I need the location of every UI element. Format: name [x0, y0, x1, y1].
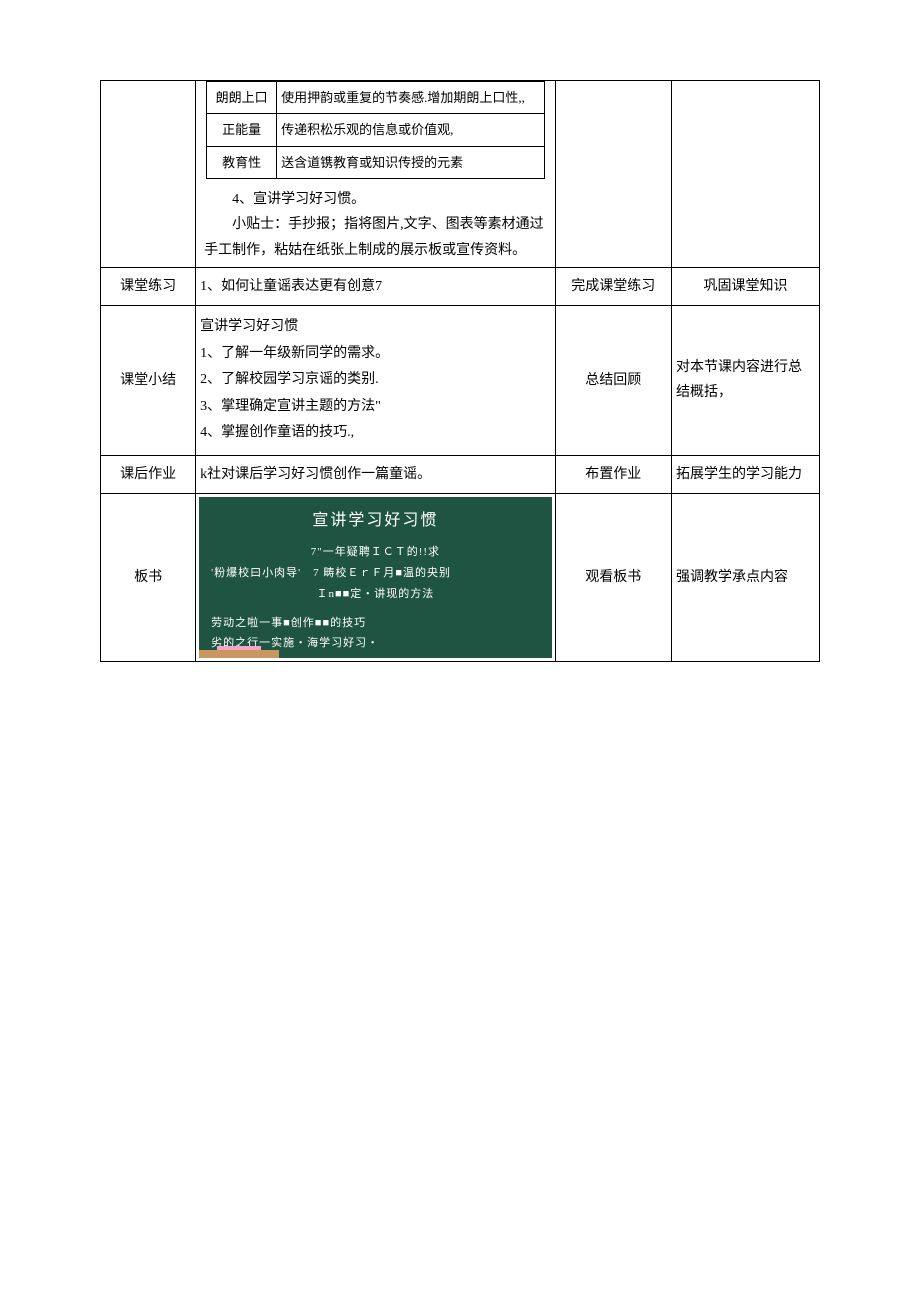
- chalkboard-title: 宣讲学习好习惯: [211, 507, 540, 536]
- summary-list: 宣讲学习好习惯 1、了解一年级新同学的需求。 2、了解校园学习京谣的类别. 3、…: [200, 312, 551, 449]
- row1-action-cell: [555, 81, 671, 268]
- inner-definitions-table: 朗朗上口 使用押韵或重复的节奏感.增加期朗上口性,, 正能量 传递积松乐观的信息…: [206, 81, 545, 179]
- table-row: 课堂小结 宣讲学习好习惯 1、了解一年级新同学的需求。 2、了解校园学习京谣的类…: [101, 305, 820, 455]
- inner-row: 朗朗上口 使用押韵或重复的节奏感.增加期朗上口性,,: [207, 82, 545, 114]
- row5-content: 宣讲学习好习惯 7"一年疑聘ＩＣＴ的!!求 '粉爆校曰小肉导' 7 畴校ＥｒＦ月…: [196, 494, 556, 662]
- inner-desc-cell: 传递积松乐观的信息或价值观,: [277, 114, 545, 146]
- row4-action: 布置作业: [555, 455, 671, 493]
- row3-action: 总结回顾: [555, 305, 671, 455]
- row3-label: 课堂小结: [101, 305, 196, 455]
- inner-row: 教育性 送含道镌教育或知识传授的元素: [207, 146, 545, 178]
- inner-label-cell: 朗朗上口: [207, 82, 277, 114]
- chalk-tray-icon: [199, 650, 279, 658]
- row3-content: 宣讲学习好习惯 1、了解一年级新同学的需求。 2、了解校园学习京谣的类别. 3、…: [196, 305, 556, 455]
- row1-content-cell: 朗朗上口 使用押韵或重复的节奏感.增加期朗上口性,, 正能量 传递积松乐观的信息…: [196, 81, 556, 268]
- row2-label: 课堂练习: [101, 267, 196, 305]
- table-row: 板书 宣讲学习好习惯 7"一年疑聘ＩＣＴ的!!求 '粉爆校曰小肉导' 7 畴校Ｅ…: [101, 494, 820, 662]
- chalkboard-line: Ｉn■■定・讲现的方法: [211, 584, 540, 605]
- summary-item: 2、了解校园学习京谣的类别.: [200, 367, 551, 394]
- row2-action: 完成课堂练习: [555, 267, 671, 305]
- summary-item: 4、掌握创作童语的技巧.,: [200, 420, 551, 447]
- row3-purpose: 对本节课内容进行总结概括，: [671, 305, 819, 455]
- row4-label: 课后作业: [101, 455, 196, 493]
- row5-purpose: 强调教学承点内容: [671, 494, 819, 662]
- tips-body: 小贴士：手抄报；指将图片,文字、图表等素材通过手工制作，粘姑在纸张上制成的展示板…: [204, 212, 547, 262]
- chalkboard-line: '粉爆校曰小肉导' 7 畴校ＥｒＦ月■温的央别: [211, 563, 540, 584]
- row5-action: 观看板书: [555, 494, 671, 662]
- inner-label-cell: 教育性: [207, 146, 277, 178]
- summary-heading: 宣讲学习好习惯: [200, 314, 551, 341]
- table-row: 课后作业 k社对课后学习好习惯创作一篇童谣。 布置作业 拓展学生的学习能力: [101, 455, 820, 493]
- row1-label-cell: [101, 81, 196, 268]
- inner-desc-cell: 送含道镌教育或知识传授的元素: [277, 146, 545, 178]
- inner-row: 正能量 传递积松乐观的信息或价值观,: [207, 114, 545, 146]
- inner-desc-cell: 使用押韵或重复的节奏感.增加期朗上口性,,: [277, 82, 545, 114]
- summary-item: 1、了解一年级新同学的需求。: [200, 341, 551, 368]
- row5-label: 板书: [101, 494, 196, 662]
- chalkboard: 宣讲学习好习惯 7"一年疑聘ＩＣＴ的!!求 '粉爆校曰小肉导' 7 畴校ＥｒＦ月…: [199, 497, 552, 658]
- row4-purpose: 拓展学生的学习能力: [671, 455, 819, 493]
- table-row: 朗朗上口 使用押韵或重复的节奏感.增加期朗上口性,, 正能量 传递积松乐观的信息…: [101, 81, 820, 268]
- row1-purpose-cell: [671, 81, 819, 268]
- chalkboard-line: 劳动之啦一事■创作■■的技巧: [211, 613, 540, 634]
- row2-purpose: 巩固课堂知识: [671, 267, 819, 305]
- lesson-plan-table: 朗朗上口 使用押韵或重复的节奏感.增加期朗上口性,, 正能量 传递积松乐观的信息…: [100, 80, 820, 662]
- table-row: 课堂练习 1、如何让童谣表达更有创意7 完成课堂练习 巩固课堂知识: [101, 267, 820, 305]
- inner-label-cell: 正能量: [207, 114, 277, 146]
- row2-content: 1、如何让童谣表达更有创意7: [196, 267, 556, 305]
- summary-item: 3、掌理确定宣讲主题的方法": [200, 394, 551, 421]
- row4-content: k社对课后学习好习惯创作一篇童谣。: [196, 455, 556, 493]
- tips-title: 4、宣讲学习好习惯。: [204, 187, 547, 212]
- chalkboard-line: 7"一年疑聘ＩＣＴ的!!求: [211, 542, 540, 563]
- tips-block: 4、宣讲学习好习惯。 小贴士：手抄报；指将图片,文字、图表等素材通过手工制作，粘…: [196, 183, 555, 267]
